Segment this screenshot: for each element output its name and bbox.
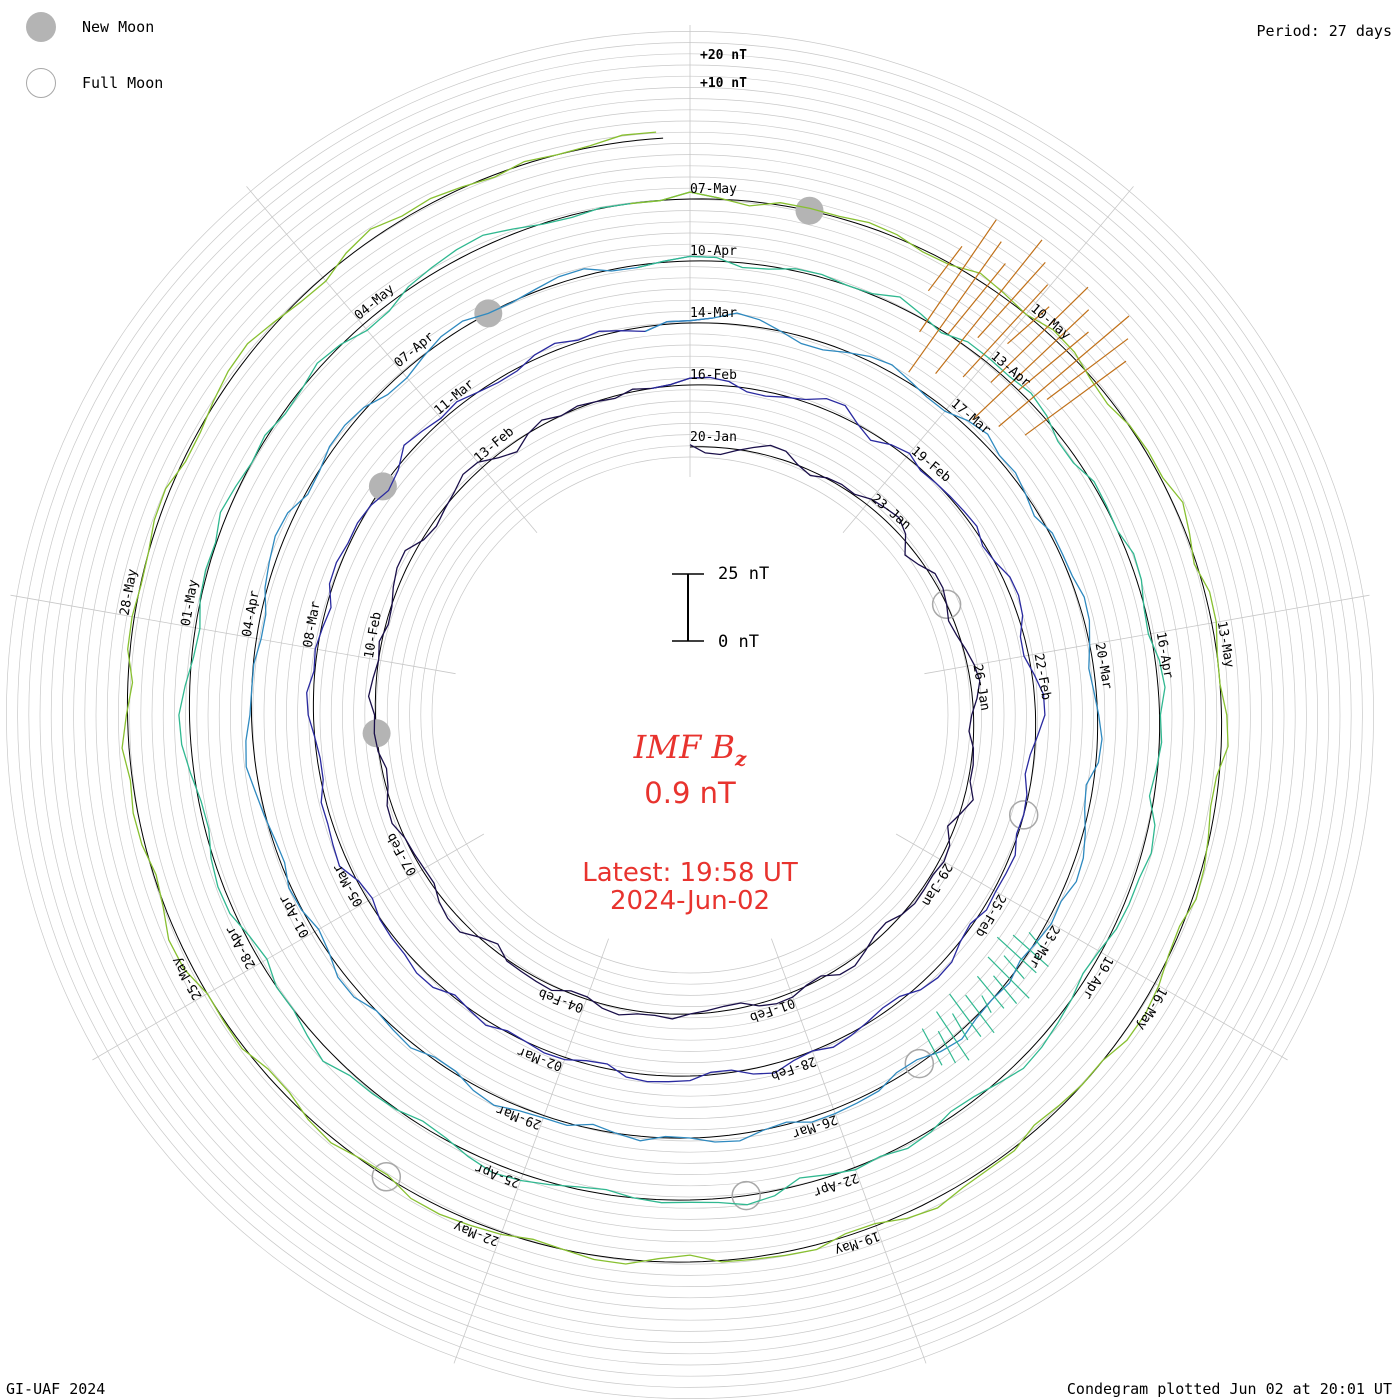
storm-spike <box>947 263 1006 335</box>
new-moon-marker <box>795 196 824 225</box>
date-label: 16-Feb <box>690 368 737 383</box>
new-moon-marker <box>368 472 397 501</box>
bz-trace-turn <box>178 191 1166 1206</box>
date-label: 16-Apr <box>1153 631 1176 680</box>
storm-spike <box>962 284 1049 378</box>
date-label: 25-May <box>169 954 206 1002</box>
scale-top-label: 25 nT <box>718 564 770 584</box>
storm-spike <box>981 995 992 1013</box>
full-moon-marker <box>904 1048 935 1079</box>
reference-spiral <box>126 137 1223 1263</box>
storm-spike <box>937 1030 957 1064</box>
grid-spoke <box>771 938 927 1364</box>
grid-spoke <box>453 938 609 1364</box>
storm-spikes <box>908 219 1130 1066</box>
zero-reference-line <box>126 137 1223 1263</box>
full-moon-marker <box>1008 800 1039 830</box>
date-label: 10-Apr <box>690 244 737 259</box>
storm-spike <box>1024 360 1127 436</box>
storm-spike <box>927 245 963 292</box>
date-label: 08-Mar <box>301 600 324 649</box>
grid-ring <box>386 411 994 1019</box>
date-label: 17-Mar <box>948 396 994 438</box>
date-label: 04-Apr <box>240 589 263 638</box>
storm-spike <box>993 975 1018 1004</box>
new-moon-marker <box>362 719 391 748</box>
date-label: 10-Feb <box>362 611 385 660</box>
scale-bottom-label: 0 nT <box>718 632 759 652</box>
full-moon-marker <box>371 1162 402 1192</box>
legend-new-moon-label: New Moon <box>82 18 155 36</box>
date-label: 28-May <box>118 568 141 617</box>
legend-full-moon-label: Full Moon <box>82 74 164 92</box>
quantity-subscript: z <box>734 746 747 771</box>
full-moon-marker <box>931 589 962 620</box>
date-label: 23-Jan <box>868 491 914 533</box>
storm-spike <box>977 261 1046 339</box>
full-moon-icon <box>26 68 56 98</box>
legend-full-moon: Full Moon <box>26 68 163 98</box>
storm-spike <box>1012 934 1049 968</box>
grid-spoke <box>924 594 1370 675</box>
storm-spike <box>996 936 1037 974</box>
period-label: Period: 27 days <box>1256 22 1392 40</box>
storm-spike <box>976 975 1005 1009</box>
bz-trace <box>121 131 1229 1265</box>
bz-trace-turn <box>121 131 1229 1265</box>
grid-spoke <box>895 833 1288 1061</box>
storm-spike <box>1046 338 1129 400</box>
storm-spike <box>987 956 1030 999</box>
storm-spike <box>951 1013 969 1041</box>
latest-time: Latest: 19:58 UT <box>582 858 798 888</box>
storm-spike <box>935 239 1043 374</box>
storm-spike <box>1018 331 1089 391</box>
date-label: 23-Mar <box>1026 922 1063 970</box>
storm-spike <box>1028 932 1043 948</box>
storm-spike <box>1003 955 1025 979</box>
storm-spike <box>936 1011 970 1061</box>
current-value: 0.9 nT <box>644 776 736 810</box>
bz-trace-turn <box>245 255 1103 1143</box>
storm-spike <box>971 309 1090 421</box>
quantity-title: IMF Bz <box>500 728 880 770</box>
date-label: 14-Mar <box>690 306 737 321</box>
quantity-name: IMF B <box>633 728 735 766</box>
grid-ring <box>353 378 1027 1052</box>
storm-spike <box>1007 306 1050 345</box>
ring-label-plus20: +20 nT <box>700 48 747 63</box>
storm-spike <box>990 286 1089 383</box>
date-label: 07-May <box>690 182 737 197</box>
ring-grid <box>6 25 1374 1399</box>
date-label: 20-Jan <box>690 430 737 445</box>
grid-spoke <box>246 186 538 533</box>
bz-trace-turn <box>306 317 1046 1083</box>
storm-spike <box>908 241 1002 373</box>
storm-spike <box>949 993 982 1037</box>
credit-label: GI-UAF 2024 <box>6 1380 106 1398</box>
grid-spoke <box>92 833 485 1061</box>
new-moon-icon <box>26 12 56 42</box>
ring-label-plus10: +10 nT <box>700 76 747 91</box>
latest-date: 2024-Jun-02 <box>609 886 771 916</box>
legend-new-moon: New Moon <box>26 12 154 42</box>
grid-spoke <box>842 186 1134 533</box>
storm-spike <box>998 315 1130 427</box>
storm-spike <box>921 1028 943 1066</box>
plotted-timestamp: Condegram plotted Jun 02 at 20:01 UT <box>1066 1380 1392 1398</box>
date-label: 29-Jan <box>918 860 954 908</box>
bz-trace-turn <box>367 376 981 1020</box>
full-moon-marker <box>731 1180 761 1211</box>
date-label: 28-Apr <box>223 923 260 971</box>
grid-spoke <box>10 594 456 675</box>
storm-spike <box>965 994 995 1034</box>
moon-markers <box>362 196 1039 1211</box>
storm-spike <box>919 219 997 333</box>
